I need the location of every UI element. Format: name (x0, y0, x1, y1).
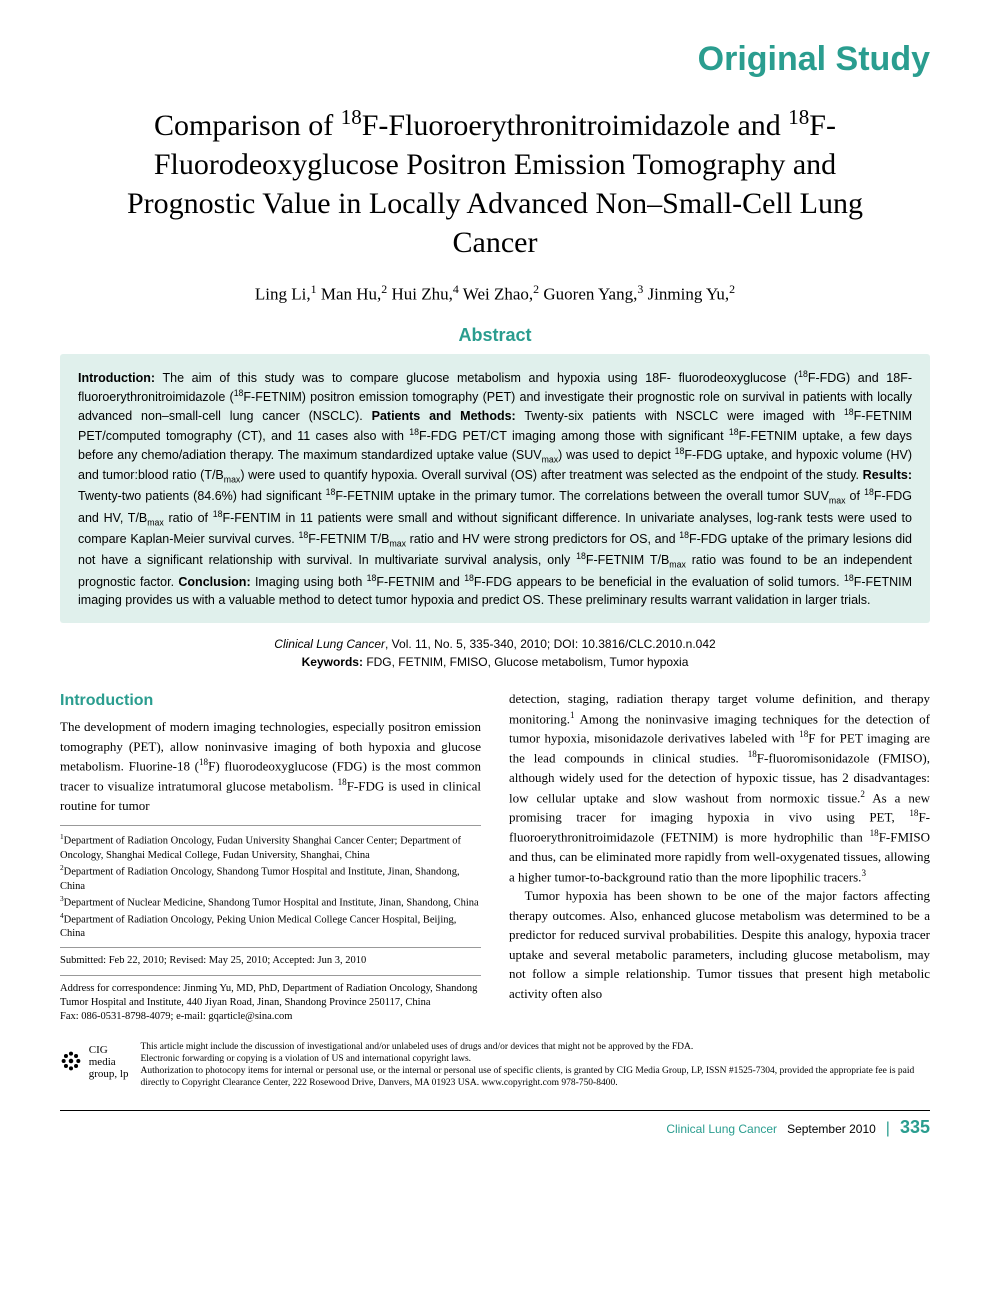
keywords-line: Keywords: FDG, FETNIM, FMISO, Glucose me… (60, 655, 930, 669)
legal-notice: This article might include the discussio… (140, 1042, 930, 1090)
article-category: Original Study (60, 40, 930, 79)
footer-date: September 2010 (787, 1122, 876, 1136)
abstract-heading: Abstract (60, 325, 930, 346)
publisher-logo: CIG media group, lp (60, 1042, 128, 1080)
publisher-name-line3: group, lp (89, 1068, 129, 1080)
legal-line: Authorization to photocopy items for int… (140, 1066, 930, 1090)
right-column: detection, staging, radiation therapy ta… (509, 689, 930, 1024)
authors-line: Ling Li,1 Man Hu,2 Hui Zhu,4 Wei Zhao,2 … (60, 282, 930, 305)
introduction-heading: Introduction (60, 689, 481, 713)
left-column: Introduction The development of modern i… (60, 689, 481, 1024)
affiliation-4: 4Department of Radiation Oncology, Pekin… (60, 911, 481, 942)
legal-line: Electronic forwarding or copying is a vi… (140, 1054, 930, 1066)
footer-journal: Clinical Lung Cancer (666, 1122, 777, 1136)
affiliation-2: 2Department of Radiation Oncology, Shand… (60, 863, 481, 894)
article-title: Comparison of 18F-Fluoroerythronitroimid… (90, 104, 900, 262)
abstract-body: Introduction: The aim of this study was … (60, 354, 930, 623)
contact-info: Fax: 086-0531-8798-4079; e-mail: gqartic… (60, 1010, 481, 1024)
footer-page-number: 335 (900, 1117, 930, 1138)
publisher-name-line2: media (89, 1056, 116, 1068)
keywords-label: Keywords: (302, 655, 363, 669)
keywords-list: FDG, FETNIM, FMISO, Glucose metabolism, … (366, 655, 688, 669)
legal-line: This article might include the discussio… (140, 1042, 930, 1054)
publisher-name-line1: CIG (89, 1044, 108, 1056)
correspondence-address: Address for correspondence: Jinming Yu, … (60, 982, 481, 1010)
affiliation-3: 3Department of Nuclear Medicine, Shandon… (60, 894, 481, 911)
citation-line: Clinical Lung Cancer, Vol. 11, No. 5, 33… (60, 637, 930, 651)
submission-dates: Submitted: Feb 22, 2010; Revised: May 25… (60, 954, 481, 968)
publisher-logo-icon (60, 1050, 82, 1075)
affiliation-1: 1Department of Radiation Oncology, Fudan… (60, 832, 481, 863)
intro-paragraph: The development of modern imaging techno… (60, 717, 481, 815)
body-paragraph: detection, staging, radiation therapy ta… (509, 689, 930, 886)
body-paragraph: Tumor hypoxia has been shown to be one o… (509, 886, 930, 1003)
affiliations-block: 1Department of Radiation Oncology, Fudan… (60, 825, 481, 1024)
page-footer: Clinical Lung Cancer September 2010 | 33… (60, 1110, 930, 1138)
